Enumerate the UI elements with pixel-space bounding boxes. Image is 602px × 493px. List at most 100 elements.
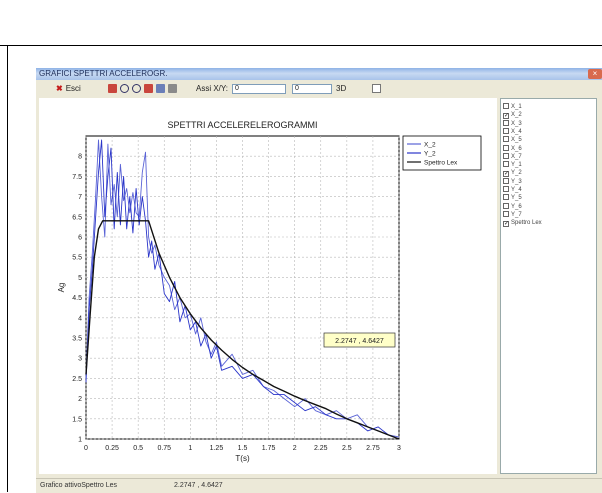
series-checkbox[interactable]	[503, 194, 509, 201]
window-titlebar[interactable]: GRAFICI SPETTRI ACCELEROGR. ×	[36, 68, 602, 80]
series-list-item[interactable]: X_6	[503, 144, 522, 153]
toolbar: ✖ Esci Assi X/Y: 0 0 3D	[36, 82, 602, 98]
series-list-item[interactable]: ✓ Spettro Lex	[503, 219, 542, 228]
x-tick-label: 1.5	[238, 445, 248, 452]
zoom-out-icon[interactable]	[132, 84, 141, 93]
value-tooltip-text: 2.2747 , 4.6427	[335, 338, 384, 345]
series-list-label: X_1	[511, 104, 522, 110]
y-tick-label: 3	[78, 356, 82, 363]
series-list-item[interactable]: ✓ X_2	[503, 111, 522, 120]
series-list-item[interactable]: Y_5	[503, 194, 522, 202]
x-tick-label: 2.25	[314, 445, 328, 452]
status-coordinates: 2.2747 , 4.6427	[174, 482, 223, 489]
x-tick-label: 2.5	[342, 445, 352, 452]
y-tick-label: 6.5	[72, 214, 82, 221]
zoom-extents-icon[interactable]	[144, 84, 153, 93]
axis-label: Assi X/Y:	[196, 84, 229, 93]
y-tick-label: 4	[78, 315, 82, 322]
series-list-label: X_6	[511, 145, 522, 152]
status-active-chart: Grafico attivoSpettro Les	[40, 482, 118, 489]
series-checkbox[interactable]	[503, 186, 509, 192]
series-list-label: Y_2	[511, 170, 522, 177]
series-list-item[interactable]: Y_6	[503, 202, 522, 211]
series-list-label: X_5	[511, 137, 522, 144]
zoom-window-icon[interactable]	[108, 84, 117, 93]
series-list-label: Y_6	[511, 203, 522, 210]
series-list-item[interactable]: Y_4	[503, 186, 522, 194]
status-bar: Grafico attivoSpettro Les 2.2747 , 4.642…	[36, 478, 602, 493]
document-frame-left	[7, 46, 8, 492]
series-list-item[interactable]: X_5	[503, 136, 522, 144]
series-list-item[interactable]: X_7	[503, 152, 522, 161]
series-checkbox[interactable]	[503, 152, 509, 159]
y-tick-label: 6	[78, 235, 82, 242]
label-3d: 3D	[336, 84, 347, 93]
series-checkbox[interactable]	[503, 161, 509, 168]
series-list-label: X_4	[511, 128, 522, 135]
x-tick-label: 0.25	[105, 445, 119, 452]
series-list-item[interactable]: Y_1	[503, 161, 522, 169]
series-list-item[interactable]: X_3	[503, 119, 522, 128]
series-list-label: Y_3	[511, 178, 522, 185]
window-title: GRAFICI SPETTRI ACCELEROGR.	[39, 69, 168, 78]
y-tick-label: 5.5	[72, 255, 82, 262]
chart-panel[interactable]: 0 0.25 0.5 0.75 1 1.25 1.5 1.75 2 2.25 2.5 2.75 3 1 1.…	[39, 98, 497, 474]
series-checkbox[interactable]	[503, 127, 509, 134]
y-tick-label: 4.5	[72, 295, 82, 302]
y-tick-label: 2	[78, 396, 82, 403]
legend-entry: Spettro Lex	[424, 160, 458, 167]
x-tick-label: 2.75	[366, 445, 380, 452]
series-list-label: X_3	[511, 120, 522, 127]
series-list-label: Spettro Lex	[511, 220, 542, 227]
x-tick-label: 0.75	[157, 445, 171, 452]
x-tick-label: 1.25	[210, 445, 224, 452]
y-tick-label: 7.5	[72, 174, 82, 181]
series-line-spettro-lex	[85, 220, 400, 440]
exit-label: Esci	[65, 84, 81, 93]
axis-y-input[interactable]: 0	[292, 84, 332, 94]
y-tick-label: 1.5	[72, 416, 82, 423]
series-checkbox[interactable]: ✓	[503, 221, 510, 228]
series-checkbox[interactable]	[503, 144, 509, 151]
axis-x-input[interactable]: 0	[232, 84, 286, 94]
series-list[interactable]: X_1 ✓ X_2 X_3 X_4 X_5 X_6 X_7 Y_1 ✓ Y_2 Y_3 Y_4 Y_5 Y_…	[500, 98, 597, 474]
x-tick-label: 1	[188, 445, 192, 452]
window-close-button[interactable]: ×	[588, 69, 602, 79]
series-list-label: X_7	[511, 153, 522, 160]
series-list-item[interactable]: X_4	[503, 127, 522, 136]
series-checkbox[interactable]	[503, 136, 509, 143]
spectra-chart[interactable]: 0 0.25 0.5 0.75 1 1.25 1.5 1.75 2 2.25 2.5 2.75 3 1 1.…	[39, 98, 497, 474]
series-list-item[interactable]: X_1	[503, 103, 522, 111]
y-tick-label: 7	[78, 194, 82, 201]
series-checkbox[interactable]: ✓	[503, 171, 510, 178]
copy-icon[interactable]	[156, 84, 165, 93]
checkbox-3d[interactable]	[372, 84, 381, 93]
series-checkbox[interactable]	[503, 202, 509, 209]
series-list-label: X_2	[511, 112, 522, 119]
legend-entry: Y_2	[424, 151, 436, 158]
y-tick-label: 2.5	[72, 376, 82, 383]
zoom-in-icon[interactable]	[120, 84, 129, 93]
series-checkbox[interactable]: ✓	[503, 113, 510, 120]
series-list-label: Y_1	[511, 162, 522, 169]
document-frame-top	[0, 0, 602, 46]
series-list-item[interactable]: ✓ Y_2	[503, 169, 522, 178]
x-tick-label: 3	[397, 445, 401, 452]
series-checkbox[interactable]	[503, 210, 509, 217]
series-list-label: Y_4	[511, 187, 522, 193]
series-list-item[interactable]: Y_7	[503, 210, 522, 219]
chart-title: SPETTRI ACCELERELEROGRAMMI	[167, 120, 317, 130]
legend-entry: X_2	[424, 142, 436, 149]
series-list-label: Y_7	[511, 211, 522, 218]
app-window: GRAFICI SPETTRI ACCELEROGR. × ✖ Esci Assi…	[36, 68, 602, 493]
series-checkbox[interactable]	[503, 177, 509, 184]
exit-button[interactable]: ✖ Esci	[56, 84, 81, 93]
x-tick-label: 0.5	[133, 445, 143, 452]
y-tick-label: 8	[78, 154, 82, 161]
y-tick-label: 1	[78, 437, 82, 444]
series-list-item[interactable]: Y_3	[503, 177, 522, 186]
series-checkbox[interactable]	[503, 119, 509, 126]
print-icon[interactable]	[168, 84, 177, 93]
series-checkbox[interactable]	[503, 103, 509, 109]
series-line-y_2	[85, 139, 400, 440]
